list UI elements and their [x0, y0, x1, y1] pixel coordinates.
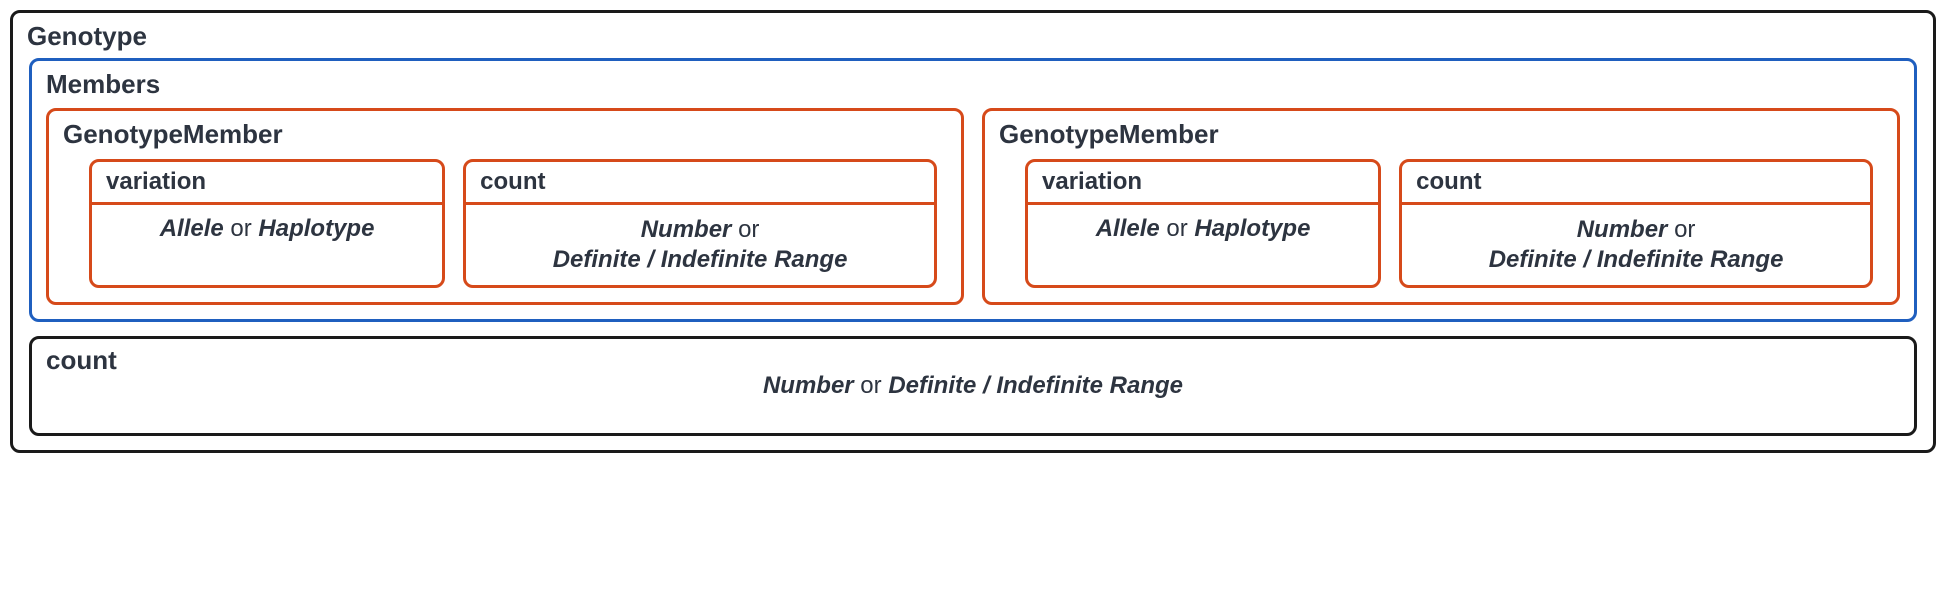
- genotype-box: GenotypeMembersGenotypeMembervariationAl…: [10, 10, 1936, 453]
- variation-haplotype-text: Haplotype: [258, 215, 374, 242]
- member-count-range-text: Definite / Indefinite Range: [1489, 246, 1784, 273]
- member-count-or-text: or: [731, 216, 759, 243]
- genotype-member-box: GenotypeMembervariationAllele or Haploty…: [46, 108, 964, 304]
- variation-header: variation: [92, 162, 442, 205]
- genotype-count-box: count Number or Definite / Indefinite Ran…: [29, 336, 1917, 436]
- genotype-member-box: GenotypeMembervariationAllele or Haploty…: [982, 108, 1900, 304]
- genotype-label: Genotype: [13, 17, 1933, 52]
- genotype-count-label: count: [46, 345, 117, 376]
- variation-header: variation: [1028, 162, 1378, 205]
- member-count-body: Number or Definite / Indefinite Range: [1402, 205, 1870, 285]
- variation-body: Allele or Haplotype: [92, 205, 442, 253]
- member-count-header: count: [466, 162, 934, 205]
- variation-body: Allele or Haplotype: [1028, 205, 1378, 253]
- member-count-body: Number or Definite / Indefinite Range: [466, 205, 934, 285]
- genotype-member-row: variationAllele or HaplotypecountNumber …: [49, 151, 961, 302]
- genotype-count-number-text: Number: [763, 372, 854, 399]
- variation-box: variationAllele or Haplotype: [89, 159, 445, 288]
- member-count-box: count Number or Definite / Indefinite Rang…: [463, 159, 937, 288]
- members-row: GenotypeMembervariationAllele or Haploty…: [32, 100, 1914, 318]
- variation-or-text: or: [224, 215, 259, 242]
- genotype-count-or-text: or: [854, 372, 889, 399]
- member-count-number-text: Number: [641, 216, 732, 243]
- genotype-member-label: GenotypeMember: [985, 115, 1897, 150]
- member-count-header: count: [1402, 162, 1870, 205]
- member-count-number-text: Number: [1577, 216, 1668, 243]
- variation-allele-text: Allele: [160, 215, 224, 242]
- member-count-range-text: Definite / Indefinite Range: [553, 246, 848, 273]
- variation-allele-text: Allele: [1096, 215, 1160, 242]
- variation-or-text: or: [1160, 215, 1195, 242]
- genotype-member-row: variationAllele or HaplotypecountNumber …: [985, 151, 1897, 302]
- genotype-member-label: GenotypeMember: [49, 115, 961, 150]
- member-count-or-text: or: [1667, 216, 1695, 243]
- genotype-count-range-text: Definite / Indefinite Range: [888, 372, 1183, 399]
- members-box: MembersGenotypeMembervariationAllele or …: [29, 58, 1917, 321]
- member-count-box: count Number or Definite / Indefinite Rang…: [1399, 159, 1873, 288]
- members-label: Members: [32, 65, 1914, 100]
- genotype-count-body: Number or Definite / Indefinite Range: [763, 372, 1183, 400]
- variation-box: variationAllele or Haplotype: [1025, 159, 1381, 288]
- variation-haplotype-text: Haplotype: [1194, 215, 1310, 242]
